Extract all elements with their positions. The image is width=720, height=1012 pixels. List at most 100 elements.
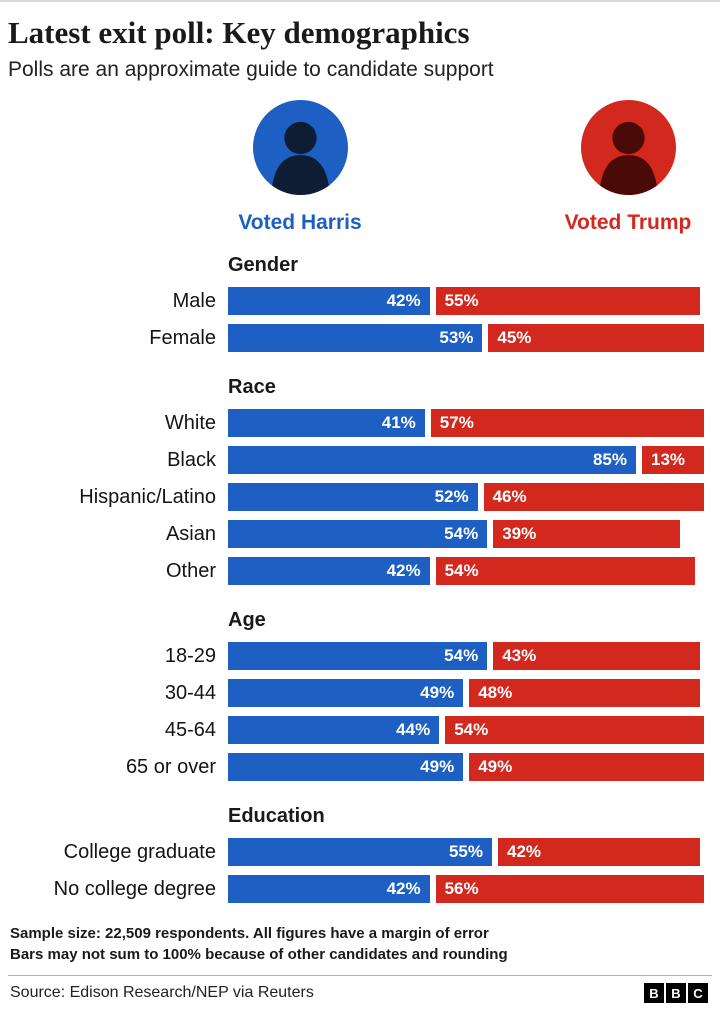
section-title: Age <box>228 609 266 632</box>
harris-value: 52% <box>434 487 469 507</box>
harris-bar: 42% <box>228 875 430 904</box>
trump-value: 54% <box>454 720 489 740</box>
harris-value: 55% <box>448 842 483 862</box>
harris-value: 42% <box>386 879 421 899</box>
bar-pair: 42% 56% <box>228 875 712 904</box>
bar-pair: 55% 42% <box>228 838 712 867</box>
trump-value: 46% <box>492 487 527 507</box>
trump-bar: 39% <box>493 520 681 549</box>
category-label: 30-44 <box>164 681 216 704</box>
chart-row: 18-29 54% 43% <box>8 642 712 671</box>
bar-pair: 42% 55% <box>228 287 712 316</box>
section-title: Race <box>228 376 276 399</box>
harris-bar: 42% <box>228 557 430 586</box>
candidate-legend: Voted Harris Voted Trump <box>8 100 712 235</box>
category-label: White <box>164 411 216 434</box>
section-title: Education <box>228 805 325 828</box>
footnote-rounding: Bars may not sum to 100% because of othe… <box>10 946 508 963</box>
harris-bar: 41% <box>228 409 425 438</box>
footnotes: Sample size: 22,509 respondents. All fig… <box>8 923 712 975</box>
harris-bar: 53% <box>228 324 483 353</box>
bbc-logo: B B C <box>644 983 708 1003</box>
category-label: Hispanic/Latino <box>79 485 216 508</box>
bar-pair: 49% 48% <box>228 679 712 708</box>
harris-value: 44% <box>396 720 431 740</box>
harris-portrait-image <box>252 100 348 196</box>
harris-value: 42% <box>386 561 421 581</box>
bar-pair: 53% 45% <box>228 324 712 353</box>
trump-value: 56% <box>444 879 479 899</box>
chart-row: 65 or over 49% 49% <box>8 753 712 782</box>
harris-bar: 54% <box>228 642 488 671</box>
harris-bar: 55% <box>228 838 492 867</box>
trump-value: 49% <box>478 757 513 777</box>
chart-row: No college degree 42% 56% <box>8 875 712 904</box>
category-label: 65 or over <box>125 755 216 778</box>
bar-pair: 52% 46% <box>228 483 712 512</box>
trump-value: 13% <box>651 450 686 470</box>
harris-bar: 85% <box>228 446 636 475</box>
trump-bar: 56% <box>435 875 705 904</box>
harris-value: 49% <box>420 683 455 703</box>
category-label: No college degree <box>53 877 216 900</box>
trump-bar: 54% <box>435 557 695 586</box>
chart-row: College graduate 55% 42% <box>8 838 712 867</box>
page-subtitle: Polls are an approximate guide to candid… <box>8 58 494 82</box>
trump-value: 43% <box>502 646 537 666</box>
chart-row: Asian 54% 39% <box>8 520 712 549</box>
trump-bar: 48% <box>469 679 700 708</box>
source-bar: Source: Edison Research/NEP via Reuters … <box>8 975 712 1012</box>
bar-pair: 41% 57% <box>228 409 712 438</box>
harris-value: 85% <box>592 450 627 470</box>
harris-bar: 54% <box>228 520 488 549</box>
chart-row: Hispanic/Latino 52% 46% <box>8 483 712 512</box>
footnote-sample-size: Sample size: 22,509 respondents. All fig… <box>10 925 489 942</box>
harris-value: 54% <box>444 524 479 544</box>
bar-pair: 42% 54% <box>228 557 712 586</box>
category-label: College graduate <box>63 840 216 863</box>
trump-value: 55% <box>444 291 479 311</box>
legend-harris: Voted Harris <box>220 100 380 235</box>
harris-value: 49% <box>420 757 455 777</box>
chart-row: 30-44 49% 48% <box>8 679 712 708</box>
trump-value: 45% <box>497 328 532 348</box>
trump-bar: 13% <box>642 446 705 475</box>
category-label: Male <box>172 289 216 312</box>
trump-bar: 55% <box>435 287 700 316</box>
section-title: Gender <box>228 254 299 277</box>
trump-portrait-image <box>580 100 676 196</box>
trump-bar: 46% <box>483 483 705 512</box>
bbc-logo-letter: C <box>688 983 708 1003</box>
bar-pair: 54% 39% <box>228 520 712 549</box>
chart-row: Female 53% 45% <box>8 324 712 353</box>
category-label: 45-64 <box>164 718 216 741</box>
legend-harris-label: Voted Harris <box>238 211 362 235</box>
source-text: Source: Edison Research/NEP via Reuters <box>10 984 314 1001</box>
bbc-logo-letter: B <box>666 983 686 1003</box>
chart-row: Male 42% 55% <box>8 287 712 316</box>
category-label: Asian <box>165 522 216 545</box>
harris-value: 53% <box>439 328 474 348</box>
legend-trump-label: Voted Trump <box>564 211 692 235</box>
harris-bar: 44% <box>228 716 440 745</box>
harris-bar: 49% <box>228 753 464 782</box>
trump-value: 57% <box>439 413 474 433</box>
trump-value: 39% <box>502 524 537 544</box>
category-label: Other <box>165 559 216 582</box>
bar-pair: 49% 49% <box>228 753 712 782</box>
trump-value: 54% <box>444 561 479 581</box>
trump-value: 48% <box>478 683 513 703</box>
harris-value: 41% <box>381 413 416 433</box>
bar-pair: 54% 43% <box>228 642 712 671</box>
trump-bar: 57% <box>430 409 705 438</box>
chart-row: Black 85% 13% <box>8 446 712 475</box>
trump-bar: 54% <box>445 716 705 745</box>
trump-value: 42% <box>507 842 542 862</box>
harris-value: 42% <box>386 291 421 311</box>
harris-bar: 42% <box>228 287 430 316</box>
legend-trump: Voted Trump <box>548 100 708 235</box>
bar-pair: 44% 54% <box>228 716 712 745</box>
category-label: Female <box>149 326 216 349</box>
grouped-bar-chart: Gender Male 42% 55% Female 53% 45% Race White 41%… <box>8 239 712 912</box>
